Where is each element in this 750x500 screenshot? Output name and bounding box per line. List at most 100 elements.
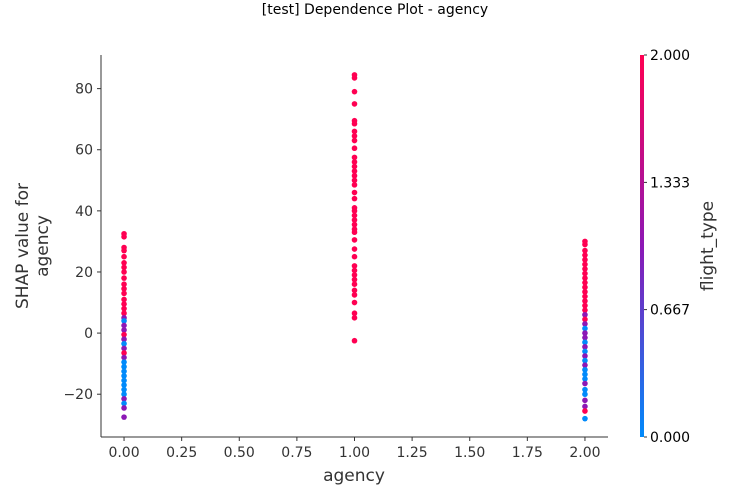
scatter-point bbox=[582, 289, 588, 295]
colorbar bbox=[640, 55, 644, 437]
scatter-point bbox=[351, 163, 358, 170]
scatter-point bbox=[351, 267, 358, 274]
scatter-point bbox=[582, 316, 588, 323]
x-tick-label: 1.25 bbox=[397, 445, 428, 461]
scatter-point bbox=[121, 234, 127, 240]
scatter-point bbox=[582, 408, 588, 414]
scatter-point bbox=[351, 133, 358, 139]
scatter-point bbox=[351, 145, 358, 152]
scatter-point bbox=[582, 376, 588, 382]
scatter-point bbox=[351, 276, 358, 283]
y-tick-label: 80 bbox=[75, 82, 93, 98]
scatter-point bbox=[121, 327, 127, 333]
scatter-point bbox=[121, 296, 127, 303]
x-tick-label: 0.25 bbox=[166, 445, 197, 461]
scatter-point bbox=[582, 344, 588, 350]
scatter-point bbox=[351, 246, 358, 252]
x-axis-label: agency bbox=[323, 466, 385, 486]
scatter-point bbox=[121, 322, 127, 329]
scatter-point bbox=[351, 221, 358, 228]
scatter-point bbox=[121, 310, 127, 317]
scatter-point bbox=[582, 298, 588, 304]
scatter-point bbox=[582, 293, 588, 300]
y-tick-label: 40 bbox=[75, 204, 93, 220]
scatter-point bbox=[121, 363, 127, 370]
scatter-point bbox=[582, 386, 588, 393]
scatter-point bbox=[582, 353, 588, 359]
scatter-point bbox=[121, 305, 127, 312]
scatter-point bbox=[582, 415, 588, 422]
y-ticks: −20 0 20 40 60 80 bbox=[63, 82, 101, 403]
scatter-point bbox=[351, 217, 358, 223]
scatter-point bbox=[121, 382, 127, 388]
scatter-point bbox=[121, 368, 127, 375]
scatter-point bbox=[351, 177, 358, 184]
scatter-point bbox=[121, 336, 127, 343]
scatter-point bbox=[582, 357, 588, 364]
scatter-point bbox=[582, 325, 588, 332]
scatter-point bbox=[582, 252, 588, 258]
scatter-point bbox=[121, 377, 127, 384]
scatter-point bbox=[351, 281, 358, 288]
scatter-point bbox=[121, 281, 127, 288]
scatter-point bbox=[351, 310, 358, 317]
scatter-point bbox=[351, 237, 358, 243]
x-tick-label: 1.00 bbox=[339, 445, 370, 461]
scatter-point bbox=[121, 253, 127, 260]
scatter-point bbox=[351, 154, 358, 161]
y-tick-label: 60 bbox=[75, 143, 93, 159]
scatter-point bbox=[121, 359, 127, 365]
colorbar-tick-label: 2.000 bbox=[650, 48, 690, 64]
scatter-point bbox=[121, 354, 127, 361]
scatter-point bbox=[582, 307, 588, 313]
x-tick-label: 1.50 bbox=[454, 445, 485, 461]
scatter-point bbox=[582, 397, 588, 404]
scatter-point bbox=[351, 189, 358, 196]
x-tick-label: 2.00 bbox=[569, 445, 600, 461]
scatter-point bbox=[582, 380, 588, 387]
scatter-point bbox=[121, 391, 127, 398]
x-tick-label: 0.00 bbox=[108, 445, 139, 461]
scatter-point bbox=[351, 120, 358, 127]
scatter-point bbox=[582, 330, 588, 336]
scatter-point bbox=[121, 350, 127, 356]
scatter-point bbox=[121, 331, 127, 338]
colorbar-ticks: 0.000 0.667 1.333 2.000 bbox=[644, 48, 690, 446]
scatter-point bbox=[351, 315, 358, 321]
scatter-point bbox=[351, 253, 358, 260]
scatter-point bbox=[351, 208, 358, 214]
scatter-point bbox=[121, 285, 127, 292]
scatter-point bbox=[121, 269, 127, 275]
y-tick-label: 20 bbox=[75, 265, 93, 281]
scatter-point bbox=[121, 396, 127, 402]
scatter-point bbox=[582, 241, 588, 248]
scatter-point bbox=[351, 101, 358, 107]
scatter-point bbox=[351, 75, 358, 81]
scatter-point bbox=[351, 182, 358, 188]
y-tick-label: 0 bbox=[84, 326, 93, 342]
scatter-point bbox=[351, 299, 358, 306]
scatter-point bbox=[121, 318, 127, 324]
scatter-point bbox=[351, 172, 358, 179]
scatter-point bbox=[582, 311, 588, 318]
scatter-point bbox=[351, 212, 358, 219]
scatter-point bbox=[121, 345, 127, 352]
scatter-point bbox=[121, 414, 127, 420]
scatter-point bbox=[121, 275, 127, 281]
scatter-point bbox=[121, 373, 127, 379]
scatter-point bbox=[121, 290, 127, 297]
scatter-point bbox=[351, 159, 358, 165]
colorbar-tick-label: 1.333 bbox=[650, 175, 690, 191]
scatter-point bbox=[121, 264, 127, 271]
scatter-point bbox=[351, 137, 358, 144]
scatter-point bbox=[582, 261, 588, 268]
scatter-point bbox=[582, 403, 588, 410]
scatter-point bbox=[582, 247, 588, 254]
scatter-point bbox=[582, 362, 588, 368]
colorbar-tick-label: 0.000 bbox=[650, 430, 690, 446]
scatter-point bbox=[351, 337, 358, 344]
y-tick-label: −20 bbox=[63, 387, 93, 403]
scatter-point bbox=[582, 284, 588, 291]
x-tick-label: 1.75 bbox=[512, 445, 543, 461]
